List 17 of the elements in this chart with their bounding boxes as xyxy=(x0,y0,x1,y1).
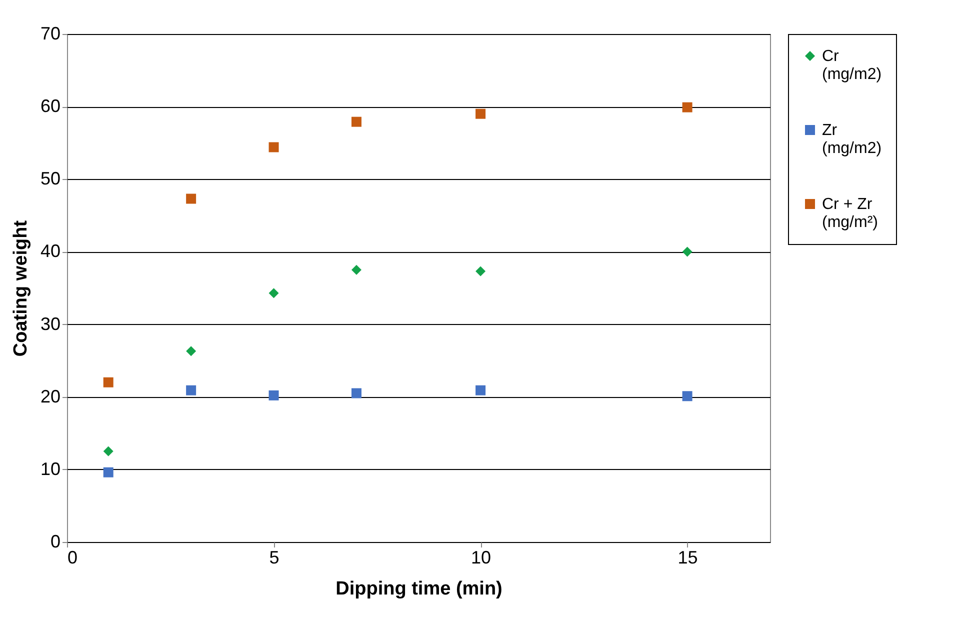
y-tick-label: 40 xyxy=(40,241,60,262)
y-tick-label: 50 xyxy=(40,168,60,189)
legend-label: Zr (mg/m2) xyxy=(822,122,882,157)
y-tick-label: 0 xyxy=(50,532,60,552)
x-axis-title: Dipping time (min) xyxy=(336,578,502,600)
y-tick-label: 60 xyxy=(40,96,60,116)
x-tick-label: 5 xyxy=(269,548,280,568)
legend-label: Cr + Zr (mg/m²) xyxy=(822,196,878,231)
y-tick-label: 70 xyxy=(40,24,60,44)
x-tick-label: 15 xyxy=(678,548,698,568)
y-tick-label: 20 xyxy=(40,386,60,406)
x-tick-label: 0 xyxy=(68,548,78,568)
x-tick-label: 10 xyxy=(471,548,492,568)
y-tick-label: 10 xyxy=(40,458,60,479)
y-tick-label: 30 xyxy=(40,314,60,334)
legend-label: Cr (mg/m2) xyxy=(822,48,882,83)
y-axis-title: Coating weight xyxy=(10,220,32,357)
